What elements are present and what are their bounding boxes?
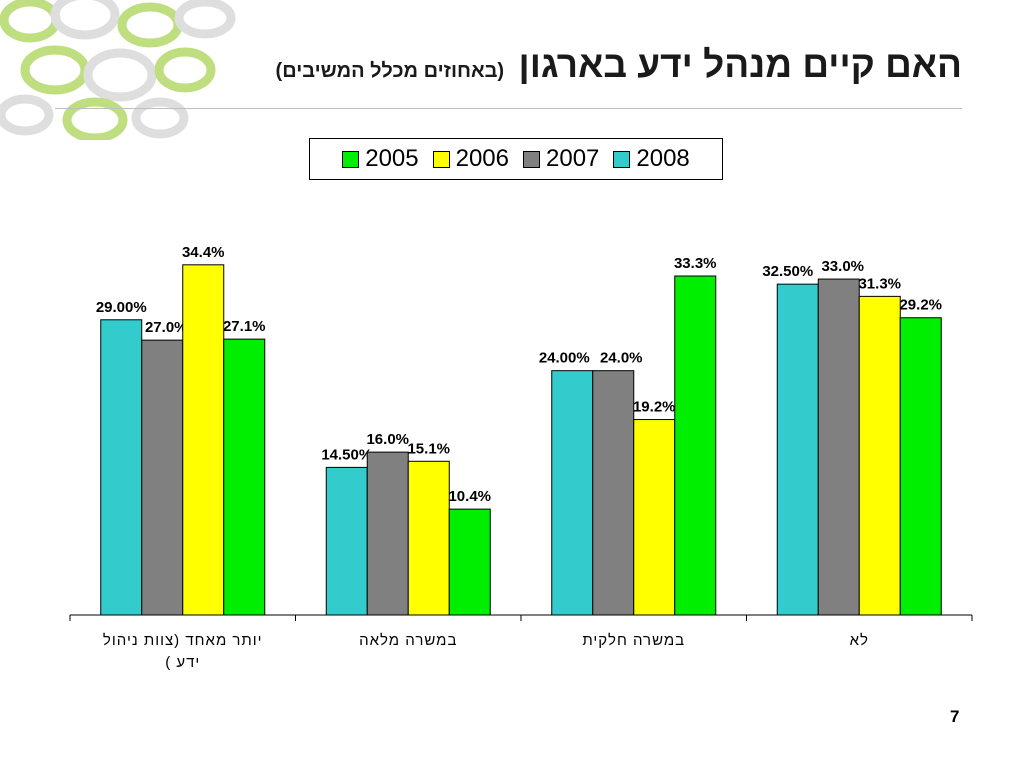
data-label-2005-cat-1: 10.4% <box>448 488 491 505</box>
legend-label-2007: 2007 <box>546 145 600 172</box>
decorative-ring <box>83 48 157 102</box>
slide-title-main: האם קיים מנהל ידע בארגון <box>518 44 962 85</box>
legend-label-2006: 2006 <box>455 145 509 172</box>
legend-item-2008: 2008 <box>613 145 690 173</box>
legend-label-2008: 2008 <box>636 145 690 172</box>
data-label-2005-cat-3: 29.2% <box>899 297 942 314</box>
decorative-ring <box>0 94 54 136</box>
decorative-ring <box>154 47 216 93</box>
legend-swatch-2007 <box>523 150 540 168</box>
legend-item-2006: 2006 <box>432 145 509 173</box>
bar-2005-cat-1 <box>448 508 491 616</box>
chart-legend: 2005 2006 2007 2008 <box>309 138 723 180</box>
legend-swatch-2006 <box>432 150 450 168</box>
decorative-ring <box>50 0 120 40</box>
decorative-ring <box>131 97 189 139</box>
data-label-2006-cat-2: 19.2% <box>633 399 676 416</box>
bar-2005-cat-0 <box>223 338 266 616</box>
data-label-2005-cat-0: 27.1% <box>223 318 266 335</box>
decorative-ring <box>174 0 236 39</box>
bar-2006-cat-2 <box>633 419 676 616</box>
bar-2005-cat-2 <box>674 275 717 616</box>
data-label-2008-cat-3: 32.50% <box>762 263 813 280</box>
bar-2007-cat-2 <box>592 370 635 616</box>
x-tick-label-0: יותר מאחד (צוות ניהול <box>103 632 263 649</box>
data-label-2007-cat-2: 24.0% <box>600 350 643 367</box>
legend-swatch-2005 <box>342 150 360 168</box>
decorative-ring <box>62 97 128 140</box>
legend-label-2005: 2005 <box>365 145 419 172</box>
data-label-2008-cat-1: 14.50% <box>321 446 372 463</box>
data-label-2005-cat-2: 33.3% <box>674 255 717 272</box>
bar-2006-cat-1 <box>407 460 450 616</box>
bar-2007-cat-1 <box>366 451 409 616</box>
bar-2006-cat-0 <box>182 264 225 616</box>
legend-swatch-2008 <box>613 150 631 168</box>
decorative-rings-graphic <box>0 0 236 140</box>
bar-2005-cat-3 <box>899 317 942 616</box>
data-label-2006-cat-0: 34.4% <box>182 244 225 261</box>
data-label-2006-cat-3: 31.3% <box>858 275 901 292</box>
x-tick-label-1: במשרה מלאה <box>359 632 457 649</box>
data-label-2007-cat-1: 16.0% <box>366 431 409 448</box>
data-label-2006-cat-1: 15.1% <box>407 440 450 457</box>
page-number: 7 <box>950 707 960 726</box>
bar-2007-cat-0 <box>141 339 184 616</box>
data-label-2008-cat-2: 24.00% <box>539 350 590 367</box>
slide-title-subtitle: (באחוזים מכלל המשיבים) <box>275 60 505 82</box>
bar-2008-cat-0 <box>100 319 143 616</box>
data-label-2007-cat-0: 27.0% <box>145 319 188 336</box>
x-tick-label-2: במשרה חלקית <box>582 632 685 649</box>
x-tick-label-3: לא <box>850 632 869 649</box>
title-divider <box>55 108 962 109</box>
data-label-2008-cat-0: 29.00% <box>96 299 147 316</box>
legend-item-2005: 2005 <box>342 145 419 173</box>
bar-2008-cat-1 <box>325 466 368 616</box>
bar-2008-cat-3 <box>776 283 819 616</box>
legend-item-2007: 2007 <box>523 145 599 173</box>
bar-2006-cat-3 <box>858 295 901 616</box>
bar-2008-cat-2 <box>551 370 594 616</box>
x-tick-label-0: ידע ) <box>165 654 200 671</box>
data-label-2007-cat-3: 33.0% <box>821 258 864 275</box>
slide-title: האם קיים מנהל ידע בארגון (באחוזים מכלל ה… <box>276 44 962 86</box>
bar-2007-cat-3 <box>817 278 860 616</box>
